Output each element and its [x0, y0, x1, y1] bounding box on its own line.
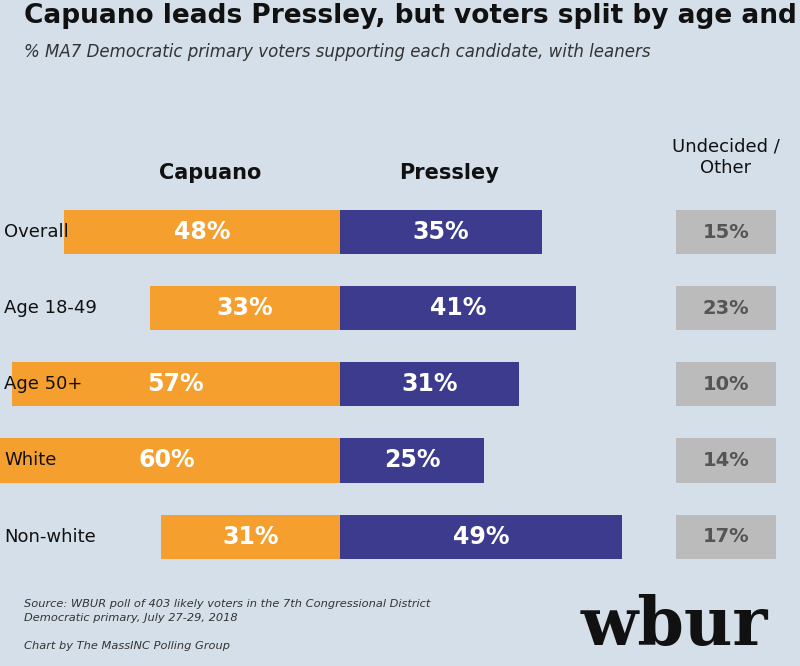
Bar [676, 286, 776, 330]
Text: Undecided /
Other: Undecided / Other [672, 137, 780, 177]
Text: White: White [4, 452, 56, 470]
Text: Chart by The MassINC Polling Group: Chart by The MassINC Polling Group [24, 641, 230, 651]
Text: 33%: 33% [217, 296, 274, 320]
Text: 25%: 25% [384, 448, 440, 472]
Text: 17%: 17% [702, 527, 750, 546]
Text: Overall: Overall [4, 223, 69, 241]
Text: 31%: 31% [222, 525, 279, 549]
Text: 35%: 35% [413, 220, 469, 244]
Text: Non-white: Non-white [4, 527, 96, 545]
Text: 60%: 60% [139, 448, 195, 472]
Text: 23%: 23% [702, 299, 750, 318]
Bar [340, 210, 542, 254]
Text: % MA7 Democratic primary voters supporting each candidate, with leaners: % MA7 Democratic primary voters supporti… [24, 43, 650, 61]
Text: Pressley: Pressley [399, 163, 499, 183]
Bar [150, 286, 340, 330]
Bar [340, 515, 622, 559]
Bar [340, 438, 484, 483]
Bar [676, 362, 776, 406]
Text: 15%: 15% [702, 222, 750, 242]
Bar [676, 438, 776, 483]
Text: Age 18-49: Age 18-49 [4, 299, 97, 317]
Text: 14%: 14% [702, 451, 750, 470]
Bar [340, 286, 576, 330]
Text: Capuano: Capuano [159, 163, 262, 183]
Text: 57%: 57% [147, 372, 204, 396]
Text: Source: WBUR poll of 403 likely voters in the 7th Congressional District
Democra: Source: WBUR poll of 403 likely voters i… [24, 599, 430, 623]
Bar [63, 210, 340, 254]
Bar [0, 438, 340, 483]
Bar [340, 362, 518, 406]
Text: Age 50+: Age 50+ [4, 376, 82, 394]
Bar [12, 362, 340, 406]
Bar [676, 515, 776, 559]
Text: 10%: 10% [702, 375, 750, 394]
Bar [676, 210, 776, 254]
Text: 49%: 49% [453, 525, 510, 549]
Text: 41%: 41% [430, 296, 486, 320]
Bar [162, 515, 340, 559]
Text: 48%: 48% [174, 220, 230, 244]
Text: wbur: wbur [581, 594, 768, 659]
Text: 31%: 31% [401, 372, 458, 396]
Text: Capuano leads Pressley, but voters split by age and race: Capuano leads Pressley, but voters split… [24, 3, 800, 29]
